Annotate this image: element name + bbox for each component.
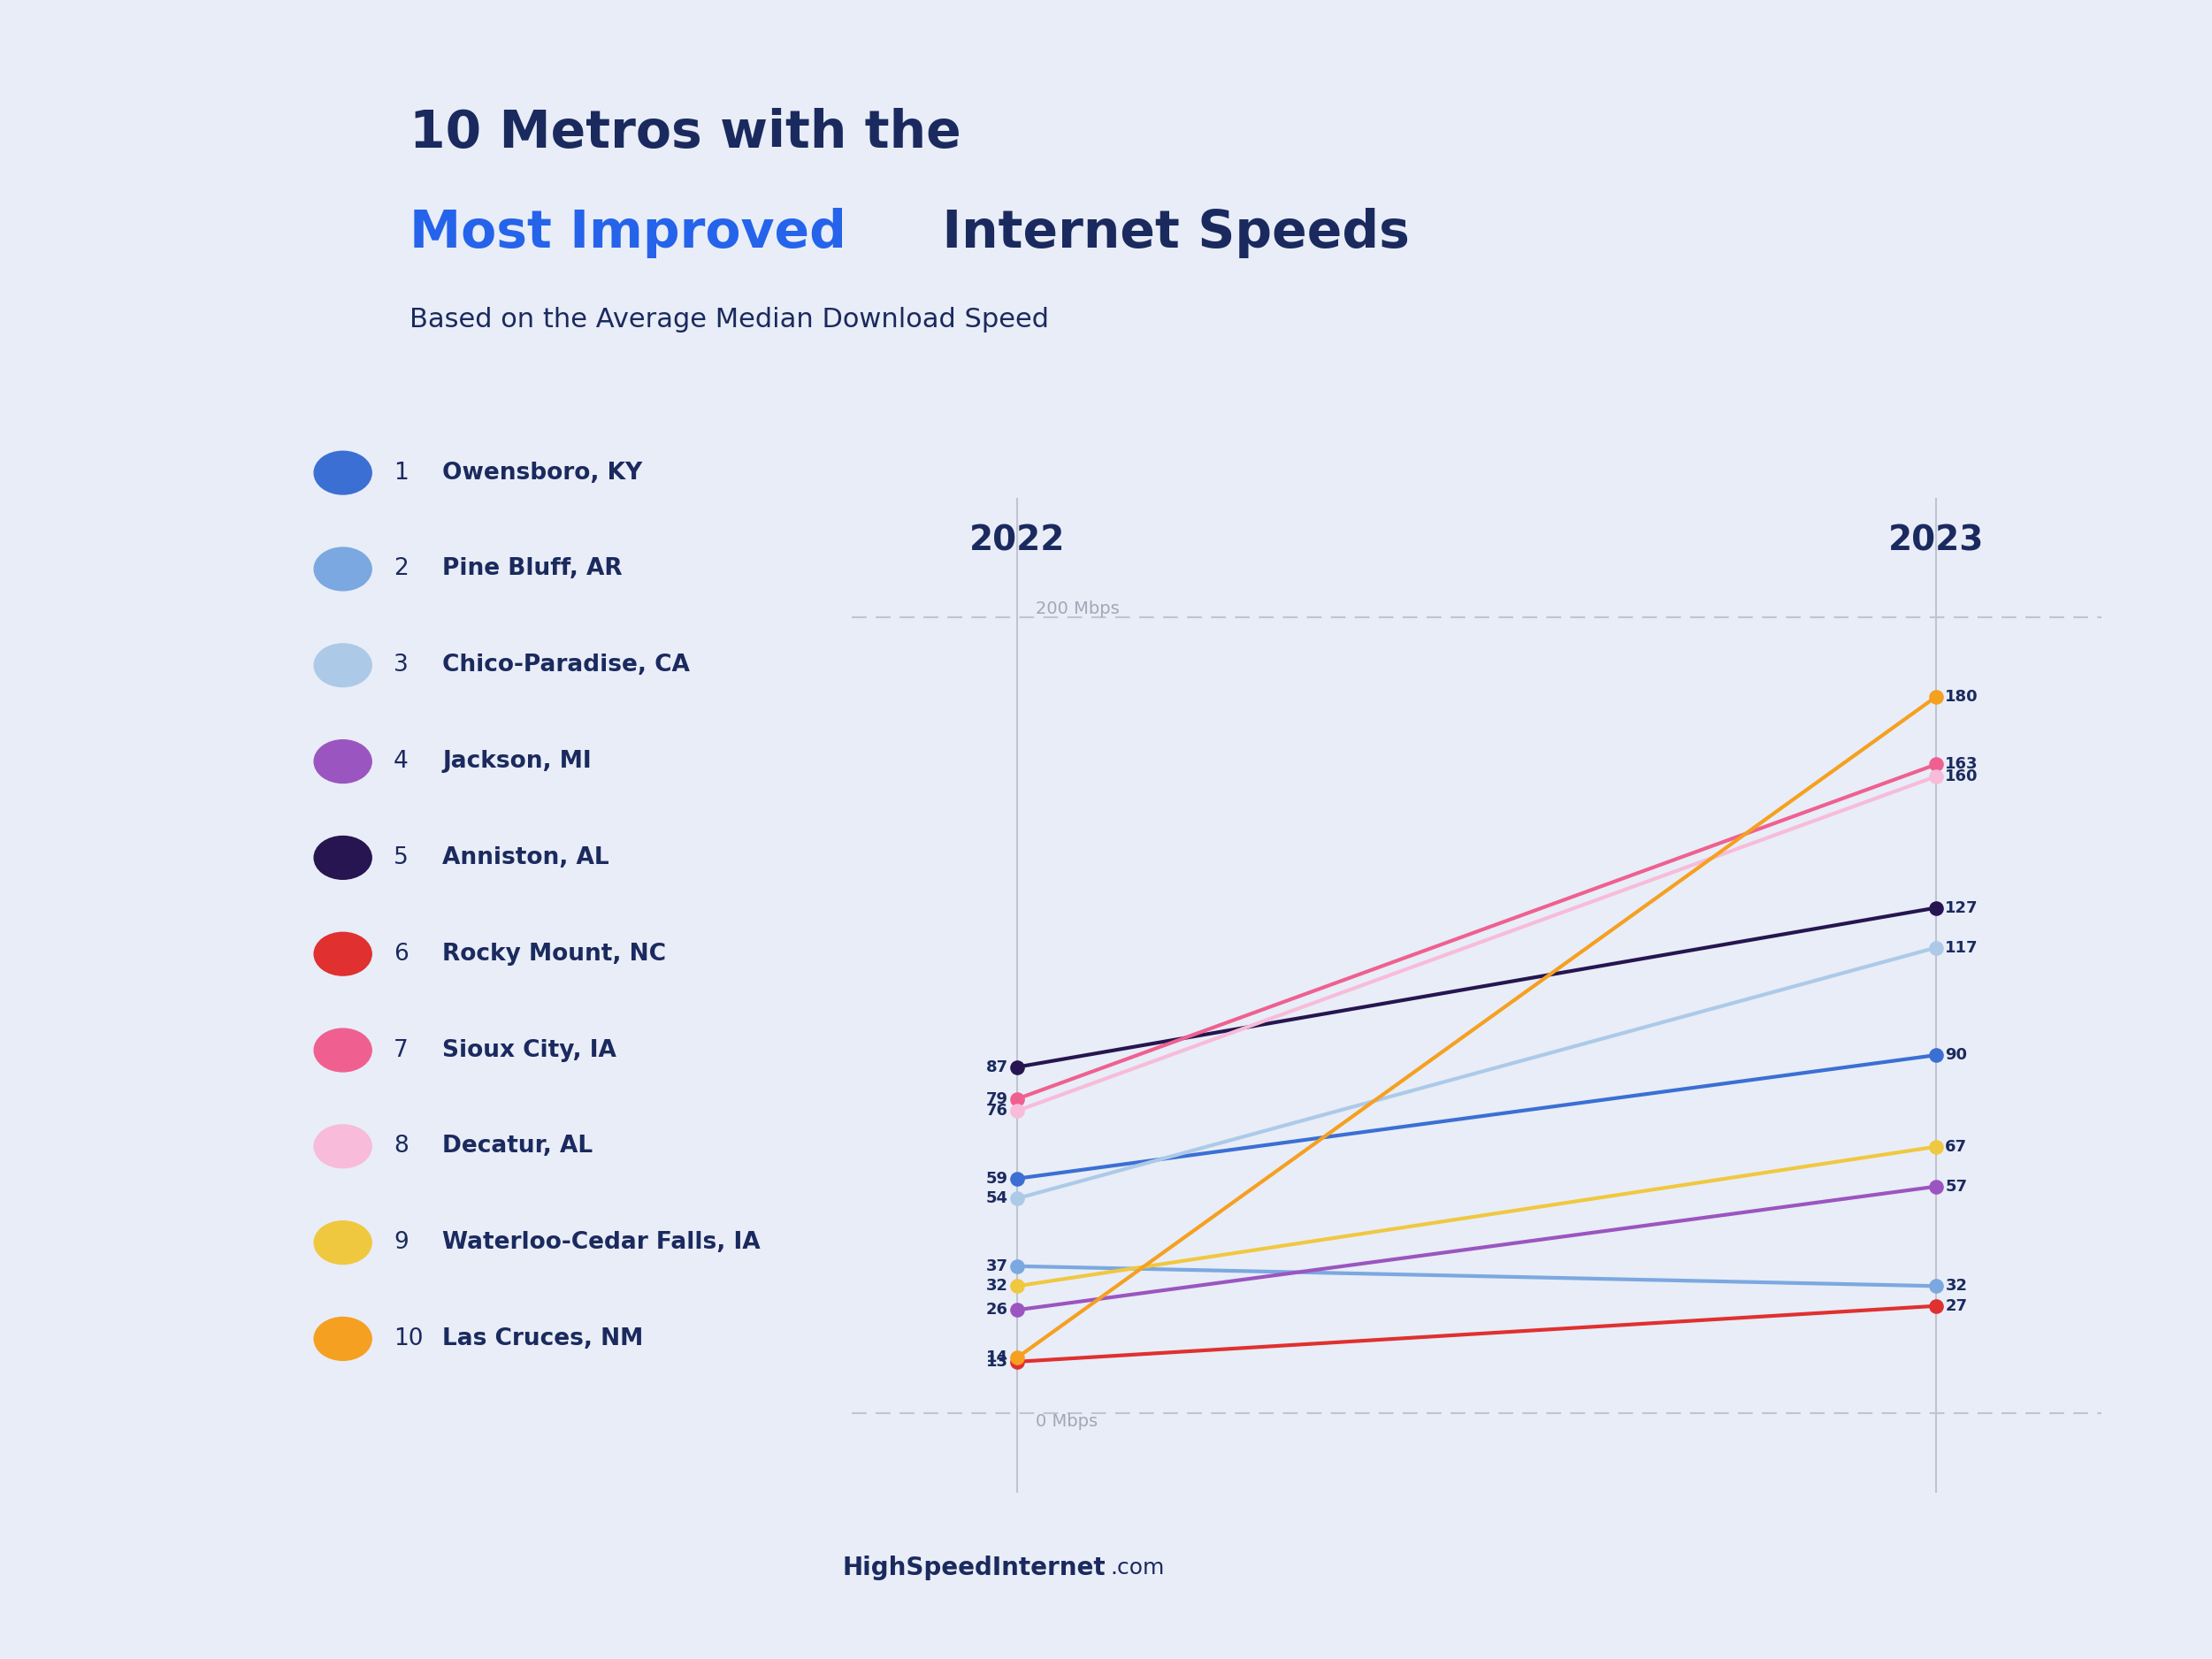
Point xyxy=(1000,1297,1035,1324)
Point xyxy=(1918,763,1953,790)
Point xyxy=(1000,1165,1035,1191)
Point xyxy=(1000,1253,1035,1279)
Text: 67: 67 xyxy=(1944,1138,1966,1155)
Text: HighSpeedInternet: HighSpeedInternet xyxy=(843,1556,1106,1579)
Text: 76: 76 xyxy=(987,1103,1009,1118)
Text: Internet Speeds: Internet Speeds xyxy=(925,207,1409,257)
Text: .com: .com xyxy=(1110,1558,1166,1578)
Text: 2023: 2023 xyxy=(1889,524,1984,557)
Text: Rocky Mount, NC: Rocky Mount, NC xyxy=(442,942,666,966)
Point xyxy=(1918,1173,1953,1199)
Point xyxy=(1918,894,1953,921)
Point xyxy=(1918,1133,1953,1160)
Text: 5: 5 xyxy=(394,846,409,869)
Text: 26: 26 xyxy=(987,1302,1009,1317)
Text: Based on the Average Median Download Speed: Based on the Average Median Download Spe… xyxy=(409,307,1048,332)
Text: 163: 163 xyxy=(1944,757,1978,773)
Text: Pine Bluff, AR: Pine Bluff, AR xyxy=(442,557,622,581)
Text: 7: 7 xyxy=(394,1039,409,1062)
Text: 2022: 2022 xyxy=(969,524,1064,557)
Text: 10 Metros with the: 10 Metros with the xyxy=(409,108,960,158)
Point xyxy=(1000,1185,1035,1211)
Text: Las Cruces, NM: Las Cruces, NM xyxy=(442,1327,644,1350)
Text: 1: 1 xyxy=(394,461,409,484)
Text: 13: 13 xyxy=(987,1354,1009,1370)
Text: 57: 57 xyxy=(1944,1178,1966,1194)
Text: 3: 3 xyxy=(394,654,409,677)
Text: 160: 160 xyxy=(1944,768,1978,785)
Text: Anniston, AL: Anniston, AL xyxy=(442,846,608,869)
Text: 200 Mbps: 200 Mbps xyxy=(1035,601,1119,617)
Text: Most Improved  Internet Speeds: Most Improved Internet Speeds xyxy=(409,207,1349,257)
Text: Decatur, AL: Decatur, AL xyxy=(442,1135,593,1158)
Text: 4: 4 xyxy=(394,750,409,773)
Text: 180: 180 xyxy=(1944,688,1978,705)
Text: 9: 9 xyxy=(394,1231,409,1254)
Text: Chico-Paradise, CA: Chico-Paradise, CA xyxy=(442,654,690,677)
Text: Owensboro, KY: Owensboro, KY xyxy=(442,461,641,484)
Text: 37: 37 xyxy=(987,1258,1009,1274)
Text: 14: 14 xyxy=(987,1350,1009,1365)
Text: Jackson, MI: Jackson, MI xyxy=(442,750,591,773)
Text: 10: 10 xyxy=(394,1327,422,1350)
Text: 2: 2 xyxy=(394,557,409,581)
Point xyxy=(1000,1053,1035,1080)
Point xyxy=(1918,684,1953,710)
Point xyxy=(1918,1292,1953,1319)
Point xyxy=(1000,1349,1035,1375)
Text: 27: 27 xyxy=(1944,1297,1966,1314)
Point xyxy=(1000,1098,1035,1125)
Point xyxy=(1918,1042,1953,1068)
Text: 87: 87 xyxy=(987,1058,1009,1075)
Point xyxy=(1000,1344,1035,1370)
Text: Most Improved: Most Improved xyxy=(409,207,845,257)
Text: 117: 117 xyxy=(1944,939,1978,956)
Text: 79: 79 xyxy=(987,1092,1009,1107)
Point xyxy=(1918,1272,1953,1299)
Text: 59: 59 xyxy=(987,1171,1009,1186)
Text: 0 Mbps: 0 Mbps xyxy=(1035,1413,1097,1430)
Text: 54: 54 xyxy=(987,1191,1009,1206)
Text: Waterloo-Cedar Falls, IA: Waterloo-Cedar Falls, IA xyxy=(442,1231,761,1254)
Text: 127: 127 xyxy=(1944,899,1978,916)
Text: 6: 6 xyxy=(394,942,409,966)
Text: 90: 90 xyxy=(1944,1047,1966,1063)
Point xyxy=(1000,1085,1035,1112)
Text: 8: 8 xyxy=(394,1135,409,1158)
Point xyxy=(1918,934,1953,961)
Point xyxy=(1000,1272,1035,1299)
Text: 32: 32 xyxy=(1944,1277,1966,1294)
Text: Sioux City, IA: Sioux City, IA xyxy=(442,1039,617,1062)
Text: 32: 32 xyxy=(987,1277,1009,1294)
Point xyxy=(1918,752,1953,778)
